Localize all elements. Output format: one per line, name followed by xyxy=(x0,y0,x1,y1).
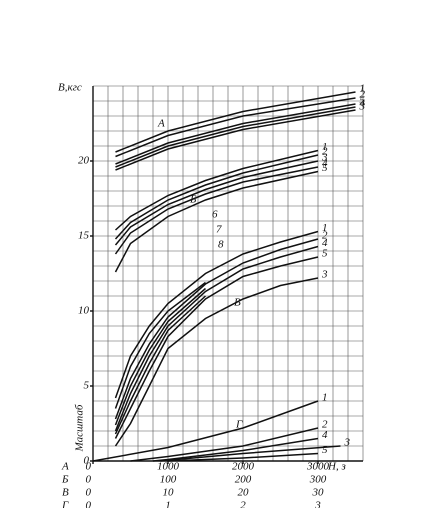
curve xyxy=(115,109,356,171)
curve xyxy=(114,281,206,409)
x-tick-label: 10 xyxy=(163,487,175,499)
scale-name: Г xyxy=(61,500,69,508)
y-tick-label: 10 xyxy=(78,305,90,317)
y-tick-label: 0 xyxy=(84,455,90,467)
curve xyxy=(114,166,319,255)
curve xyxy=(167,452,319,462)
series-label: 3 xyxy=(321,269,328,281)
series-label: 2 xyxy=(322,230,328,242)
series-label: 2 xyxy=(360,89,366,101)
series-label: 3 xyxy=(359,101,366,113)
y-tick-label: 20 xyxy=(78,155,90,167)
series-label: 5 xyxy=(322,248,328,260)
series-label: 4 xyxy=(360,98,366,110)
x-tick-label: 300 xyxy=(309,474,327,486)
series-label: 4 xyxy=(322,429,328,441)
x-tick-label: 3000 xyxy=(306,461,330,473)
x-tick-label: 2 xyxy=(240,500,246,508)
x-tick-label: 100 xyxy=(160,474,177,486)
group-label: Г xyxy=(235,419,243,431)
series-label: 2 xyxy=(322,146,328,158)
curve xyxy=(115,106,356,168)
series-label: 1 xyxy=(322,222,328,234)
curve xyxy=(114,238,319,420)
x-axis-label: H, з xyxy=(327,461,346,473)
series-label: 3 xyxy=(321,152,328,164)
series-label: 8 xyxy=(218,239,224,251)
x-tick-label: 0 xyxy=(86,500,92,508)
x-tick-label: 0 xyxy=(86,461,92,473)
series-label: 4 xyxy=(322,158,328,170)
curve xyxy=(130,427,319,462)
series-label: 4 xyxy=(322,237,328,249)
scale-name: Б xyxy=(61,474,69,486)
curve xyxy=(114,256,319,439)
curve xyxy=(115,91,356,153)
scale-name: А xyxy=(61,461,69,473)
series-label: 2 xyxy=(322,419,328,431)
curve xyxy=(114,160,319,246)
curve xyxy=(114,149,319,231)
x-tick-label: 1000 xyxy=(157,461,180,473)
curve xyxy=(115,97,356,158)
x-tick-label: 30 xyxy=(312,487,325,499)
x-tick-label: 3 xyxy=(314,500,321,508)
series-label: 5 xyxy=(360,95,366,107)
curve xyxy=(114,277,319,447)
curve xyxy=(114,154,319,240)
x-tick-label: 2000 xyxy=(232,461,255,473)
curve xyxy=(114,230,319,399)
series-label: 7 xyxy=(216,224,222,236)
scale-name: В xyxy=(62,487,69,499)
x-tick-label: 1 xyxy=(165,500,171,508)
series-label: 1 xyxy=(322,141,328,153)
group-label: А xyxy=(157,118,165,130)
curve xyxy=(160,445,341,462)
x-tick-label: 20 xyxy=(238,487,250,499)
y-axis-label: B,кгс xyxy=(58,82,82,94)
x-tick-label: 200 xyxy=(235,474,252,486)
x-tick-label: 0 xyxy=(86,487,92,499)
curve xyxy=(114,287,206,426)
curve xyxy=(114,295,207,435)
curve xyxy=(115,103,356,165)
curve xyxy=(114,245,319,432)
series-label: 5 xyxy=(322,444,328,456)
curve xyxy=(114,170,319,273)
series-label: 1 xyxy=(322,392,328,404)
y-tick-label: 5 xyxy=(84,380,90,392)
y-tick-label: 15 xyxy=(78,230,90,242)
scale-title: Масштаб xyxy=(74,404,86,452)
series-label: 5 xyxy=(322,162,328,174)
curve xyxy=(92,400,319,462)
series-label: 6 xyxy=(212,209,218,221)
series-label: 1 xyxy=(360,83,366,95)
series-label: 3 xyxy=(344,437,351,449)
x-tick-label: 0 xyxy=(86,474,92,486)
